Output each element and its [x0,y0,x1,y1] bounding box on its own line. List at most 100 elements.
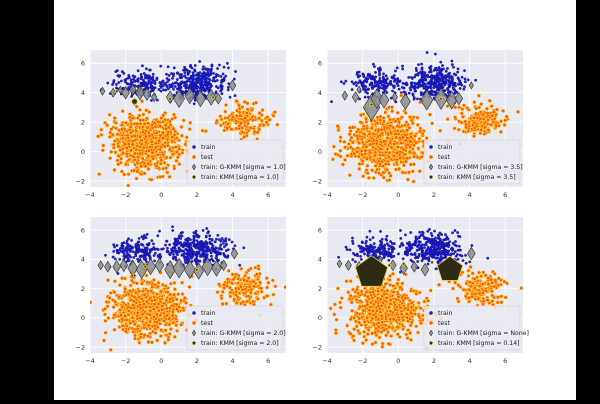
train-point [393,85,396,88]
test-point [113,328,116,331]
test-point [136,311,139,314]
train-point [172,75,175,78]
train-point [141,65,144,68]
test-point [171,314,174,317]
train-point [402,82,405,85]
test-point [163,341,166,344]
test-point [492,120,495,123]
train-point [220,248,223,251]
test-point [145,117,148,120]
test-point [107,316,110,319]
test-point [223,286,226,289]
test-point [163,161,166,164]
test-point [108,135,111,138]
train-point [196,90,199,93]
test-point [472,134,475,137]
train-point [447,238,450,241]
test-point [113,168,116,171]
x-tick-label: 4 [467,191,471,199]
train-point [358,71,361,74]
test-point [148,134,151,137]
train-point [416,260,419,263]
train-point [416,98,419,101]
train-point [393,74,396,77]
test-point [388,118,391,121]
test-point [120,123,123,126]
train-point [430,90,433,93]
train-point [195,258,198,261]
test-point [232,298,235,301]
y-tick-label: 0 [318,148,322,156]
test-point [381,132,384,135]
test-point [140,165,143,168]
train-point [430,238,433,241]
test-point [168,332,171,335]
test-point [460,121,463,124]
test-point [464,120,467,123]
train-point [414,86,417,89]
train-point [154,82,157,85]
train-point [184,238,187,241]
test-point [144,165,147,168]
train-point [238,264,241,267]
train-point [433,86,436,89]
train-point [187,257,190,260]
test-point [370,127,373,130]
train-point [330,100,333,103]
test-point [474,107,477,110]
test-point [382,176,385,179]
train-point [382,73,385,76]
test-point [164,323,167,326]
test-point [387,106,390,109]
test-point [168,317,171,320]
test-point [476,116,479,119]
test-point [225,126,228,129]
y-tick-label: 2 [318,118,322,126]
train-point [221,85,224,88]
train-point [210,252,213,255]
test-point [175,324,178,327]
train-point [167,66,170,69]
train-point [383,244,386,247]
train-point [440,255,443,258]
test-point [153,302,156,305]
train-point [422,256,425,259]
test-point [396,129,399,132]
train-point [403,91,406,94]
test-point [112,305,115,308]
train-point [193,85,196,88]
train-point [162,248,165,251]
test-point [109,291,112,294]
train-point [179,237,182,240]
train-point [418,253,421,256]
x-tick-label: 2 [432,357,436,365]
test-point [114,151,117,154]
train-point [207,247,210,250]
test-point [224,103,227,106]
test-point [150,140,153,143]
y-tick-label: 4 [318,89,322,97]
train-point [145,68,148,71]
test-point [224,110,227,113]
train-point [369,76,372,79]
test-point [113,280,116,283]
train-point [139,258,142,261]
train-point [429,80,432,83]
test-point [349,318,352,321]
train-point [458,80,461,83]
test-point [365,169,368,172]
train-point [415,238,418,241]
train-point [153,260,156,263]
test-point [135,282,138,285]
test-point [104,331,107,334]
test-point [252,280,255,283]
train-point [427,246,430,249]
test-point [141,313,144,316]
test-point [175,308,178,311]
test-point [231,273,234,276]
train-point [180,81,183,84]
test-point [391,109,394,112]
test-point [235,119,238,122]
test-point [113,139,116,142]
train-point [137,246,140,249]
